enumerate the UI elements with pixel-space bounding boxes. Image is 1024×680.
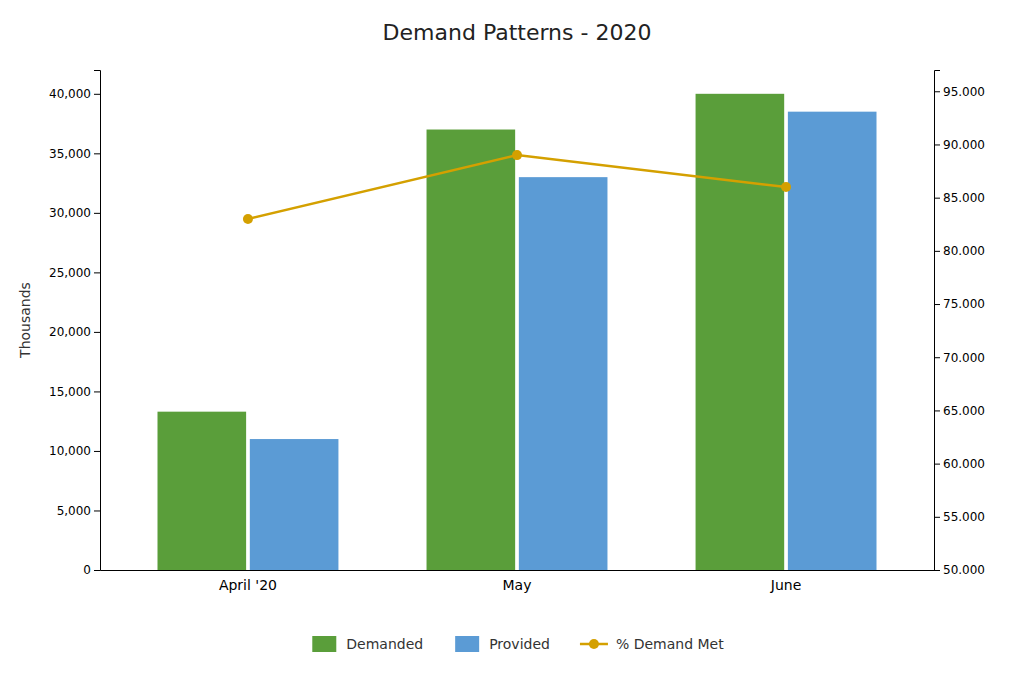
tick-label: 80.000 <box>943 244 985 258</box>
marker <box>512 150 522 160</box>
legend-label: Demanded <box>346 636 423 652</box>
tick-mark <box>94 451 100 452</box>
tick-mark <box>94 570 100 571</box>
tick: 80.000 <box>934 244 985 258</box>
bar <box>427 130 516 570</box>
bar <box>788 112 877 570</box>
chart-svg: 0 5,000 10,000 15,000 20,000 25,000 30,000 35,0… <box>0 0 1024 680</box>
tick: 65.000 <box>934 404 985 418</box>
tick-mark <box>94 94 100 95</box>
tick-label: 30,000 <box>49 206 91 220</box>
tick-label: 55.000 <box>943 510 985 524</box>
tick-mark <box>934 251 940 252</box>
tick-mark <box>934 517 940 518</box>
legend: Demanded Provided % Demand Met <box>312 636 724 652</box>
tick-label: 35,000 <box>49 147 91 161</box>
tick-mark <box>934 464 940 465</box>
tick-label: 5,000 <box>57 504 91 518</box>
tick: April '20 <box>219 577 277 593</box>
tick-mark <box>94 510 100 511</box>
tick-label: 10,000 <box>49 444 91 458</box>
tick-label: 25,000 <box>49 266 91 280</box>
tick: 20,000 <box>49 325 100 339</box>
tick-label: 50.000 <box>943 563 985 577</box>
legend-swatch <box>589 639 599 649</box>
tick: 55.000 <box>934 510 985 524</box>
title: Demand Patterns - 2020 <box>383 20 652 45</box>
tick-label: 20,000 <box>49 325 91 339</box>
y-axis-title: Thousands <box>17 282 33 359</box>
chart-container: 0 5,000 10,000 15,000 20,000 25,000 30,000 35,0… <box>0 0 1024 680</box>
bar <box>696 94 785 570</box>
tick-label: 95.000 <box>943 85 985 99</box>
tick: 15,000 <box>49 385 100 399</box>
tick-mark <box>94 391 100 392</box>
tick: 25,000 <box>49 266 100 280</box>
tick-label: May <box>503 577 532 593</box>
tick: 85.000 <box>934 191 985 205</box>
legend-item: Demanded <box>312 636 423 652</box>
tick: 10,000 <box>49 444 100 458</box>
tick-mark <box>934 198 940 199</box>
tick-mark <box>934 91 940 92</box>
tick: 90.000 <box>934 138 985 152</box>
tick: 40,000 <box>49 87 100 101</box>
tick-mark <box>94 332 100 333</box>
tick: 50.000 <box>934 563 985 577</box>
tick: May <box>503 577 532 593</box>
tick: 30,000 <box>49 206 100 220</box>
tick-mark <box>94 272 100 273</box>
tick: 70.000 <box>934 351 985 365</box>
tick-label: 90.000 <box>943 138 985 152</box>
tick: 75.000 <box>934 297 985 311</box>
tick-label: 65.000 <box>943 404 985 418</box>
y-axis: 0 5,000 10,000 15,000 20,000 25,000 30,000 35,0… <box>49 71 101 578</box>
tick-mark <box>934 304 940 305</box>
bar-series <box>250 112 877 570</box>
legend-label: Provided <box>489 636 550 652</box>
tick-label: 15,000 <box>49 385 91 399</box>
tick: 95.000 <box>934 85 985 99</box>
tick: June <box>770 577 802 593</box>
legend-swatch <box>455 636 479 652</box>
line <box>248 155 786 219</box>
tick-label: April '20 <box>219 577 277 593</box>
marker <box>243 214 253 224</box>
tick-label: 60.000 <box>943 457 985 471</box>
tick-label: 85.000 <box>943 191 985 205</box>
tick-mark <box>934 570 940 571</box>
tick-label: June <box>770 577 802 593</box>
tick-mark <box>94 213 100 214</box>
plot-area: 0 5,000 10,000 15,000 20,000 25,000 30,000 35,0… <box>49 71 985 593</box>
bar <box>519 177 608 570</box>
bar <box>157 412 246 570</box>
tick-label: 40,000 <box>49 87 91 101</box>
legend-label: % Demand Met <box>616 636 724 652</box>
tick-mark <box>934 410 940 411</box>
x-axis: April '20 May June <box>101 571 935 593</box>
tick-mark <box>934 357 940 358</box>
tick: 35,000 <box>49 147 100 161</box>
tick-label: 70.000 <box>943 351 985 365</box>
legend-item: Provided <box>455 636 550 652</box>
legend-swatch <box>312 636 336 652</box>
line-series <box>243 150 791 224</box>
marks <box>157 94 876 570</box>
tick-label: 0 <box>83 563 91 577</box>
marker <box>781 182 791 192</box>
y2-axis: 50.000 55.000 60.000 65.000 70.000 75.000 80.0… <box>934 71 985 578</box>
axis-line <box>94 71 101 571</box>
tick-label: 75.000 <box>943 297 985 311</box>
axis-line <box>935 71 941 571</box>
axis-line <box>101 570 935 571</box>
tick: 60.000 <box>934 457 985 471</box>
tick: 0 <box>83 563 100 577</box>
tick-mark <box>934 144 940 145</box>
tick: 5,000 <box>57 504 100 518</box>
tick-mark <box>94 153 100 154</box>
bar <box>250 439 339 570</box>
legend-item: % Demand Met <box>580 636 724 652</box>
